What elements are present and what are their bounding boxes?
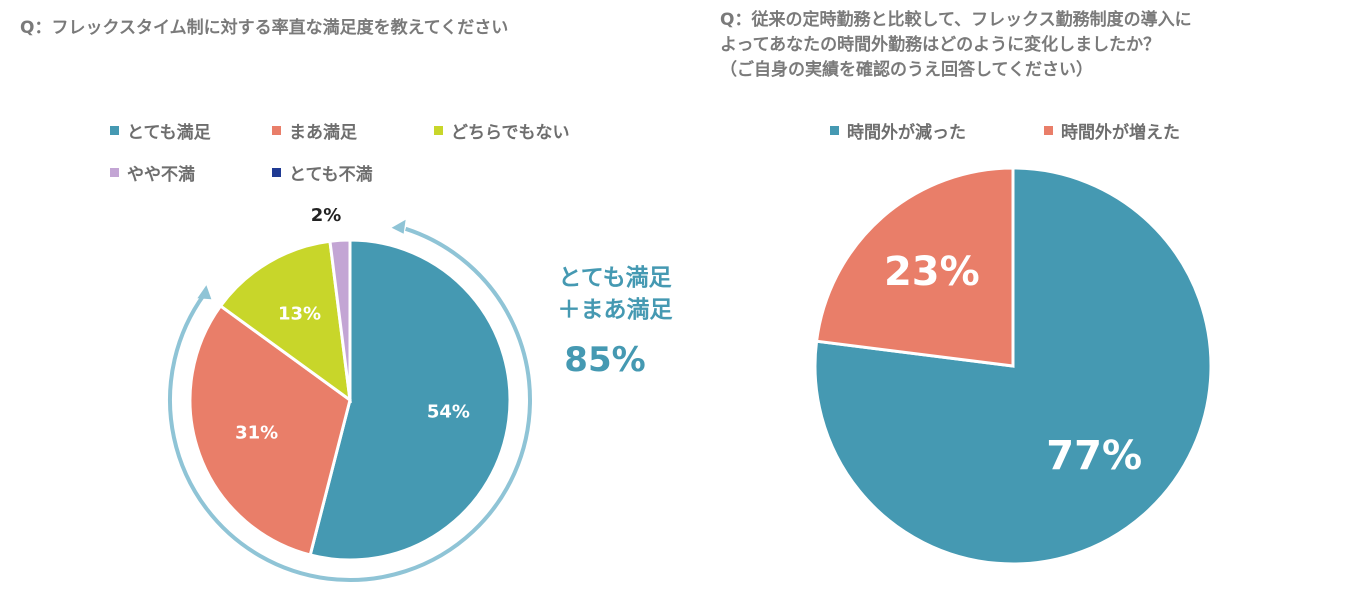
- pie1-slice-0: [813, 166, 1213, 566]
- annotation-value: 85%: [564, 340, 646, 380]
- pie0-label-3: 2%: [311, 205, 342, 226]
- legend-label: どちらでもない: [451, 123, 570, 143]
- legend-item-3: やや不満: [110, 160, 195, 185]
- pie0-slice-1: [188, 303, 352, 557]
- legend-item-2: どちらでもない: [434, 118, 570, 143]
- legend-swatch: [110, 126, 119, 135]
- annotation-line2: ＋まあ満足: [557, 297, 673, 323]
- legend-label: とても満足: [127, 123, 211, 143]
- legend-label: やや不満: [127, 165, 195, 185]
- annotation-arc: [168, 226, 532, 582]
- pie0-slice-2: [218, 239, 352, 404]
- legend-label: とても不満: [289, 165, 373, 185]
- pie0-slice-3: [328, 238, 352, 401]
- legend-label: まあ満足: [289, 123, 357, 143]
- right-legend-item-0: 時間外が減った: [830, 118, 966, 143]
- legend-label: 時間外が減った: [847, 123, 966, 143]
- left-chart-title: Q：フレックスタイム制に対する率直な満足度を教えてください: [20, 18, 509, 38]
- arrowhead-left: [197, 285, 212, 300]
- annotation-text: とても満足 ＋まあ満足: [540, 262, 690, 326]
- pie0-label-1: 31%: [235, 423, 278, 444]
- pie1-label-0: 77%: [1046, 433, 1142, 479]
- pie0-label-0: 54%: [427, 401, 470, 422]
- pie0-label-2: 13%: [278, 304, 321, 325]
- annotation-line1: とても満足: [558, 265, 672, 291]
- right-chart-title: Q：従来の定時勤務と比較して、フレックス勤務制度の導入に よってあなたの時間外勤…: [720, 10, 1192, 80]
- legend-swatch: [830, 126, 839, 135]
- legend-item-4: とても不満: [272, 160, 373, 185]
- legend-swatch: [272, 126, 281, 135]
- pie1-slice-1: [814, 166, 1015, 368]
- legend-item-0: とても満足: [110, 118, 211, 143]
- pie0-slice-0: [308, 238, 512, 562]
- legend-swatch: [434, 126, 443, 135]
- legend-item-1: まあ満足: [272, 118, 357, 143]
- pie1-label-1: 23%: [884, 249, 980, 295]
- legend-swatch: [272, 168, 281, 177]
- legend-swatch: [110, 168, 119, 177]
- legend-swatch: [1044, 126, 1053, 135]
- right-legend-item-1: 時間外が増えた: [1044, 118, 1180, 143]
- arrowhead-top: [391, 219, 406, 234]
- legend-label: 時間外が増えた: [1061, 123, 1180, 143]
